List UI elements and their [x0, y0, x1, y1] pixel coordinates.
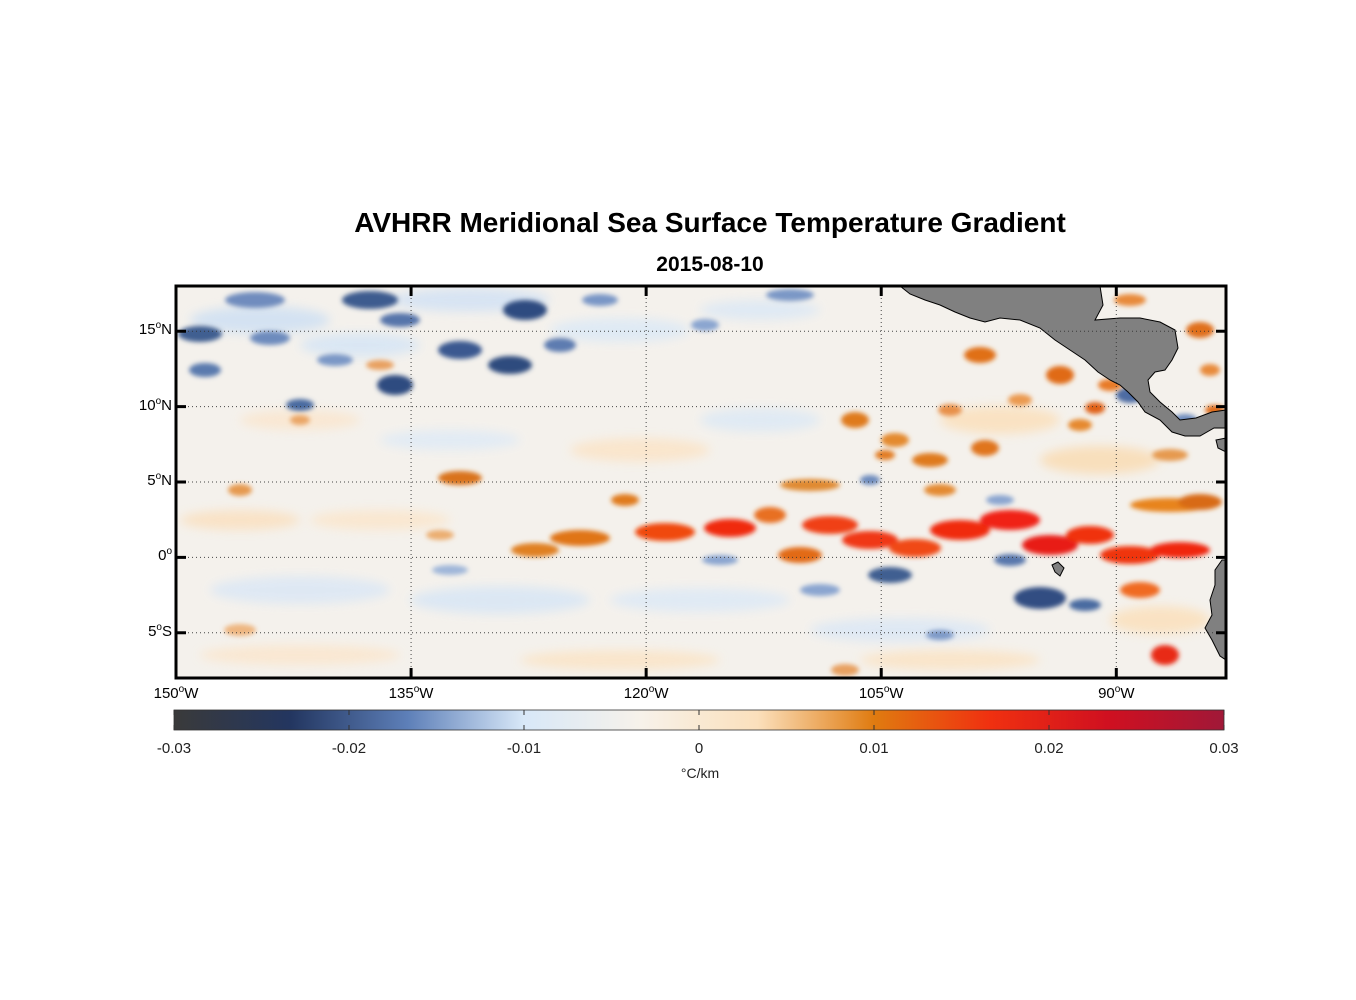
colorbar-tick-label: 0.01 [859, 740, 889, 757]
colorbar-tick-label: -0.02 [331, 740, 367, 757]
land-mask [899, 286, 1226, 661]
chart-title: AVHRR Meridional Sea Surface Temperature… [354, 207, 1066, 238]
lon-tick-label: 90oW [1098, 684, 1135, 702]
chart-subtitle: 2015-08-10 [656, 253, 764, 276]
colorbar-tick-label: 0 [694, 740, 704, 757]
lat-tick-label: 0o [158, 546, 172, 565]
colorbar-tick-label: 0.03 [1209, 740, 1239, 757]
map-grid [176, 286, 1226, 678]
lon-tick-label: 135oW [388, 684, 434, 702]
lon-tick-label: 120oW [623, 684, 669, 702]
colorbar-ticks [173, 710, 1225, 730]
axis-ticks [174, 286, 1226, 678]
colorbar-tick-label: 0.02 [1034, 740, 1064, 757]
lat-tick-label: 5oN [147, 471, 172, 489]
lon-tick-label: 105oW [858, 684, 904, 702]
lat-tick-label: 5oS [148, 621, 172, 640]
colorbar-tick-label: -0.01 [506, 740, 542, 757]
colorbar-tick-label: -0.03 [156, 740, 192, 757]
lon-tick-label: 150oW [153, 684, 199, 702]
lat-tick-label: 15oN [138, 320, 172, 339]
colorbar-unit: °C/km [680, 765, 720, 781]
lat-tick-label: 10oN [138, 395, 172, 414]
sst-gradient-field [178, 288, 1225, 676]
